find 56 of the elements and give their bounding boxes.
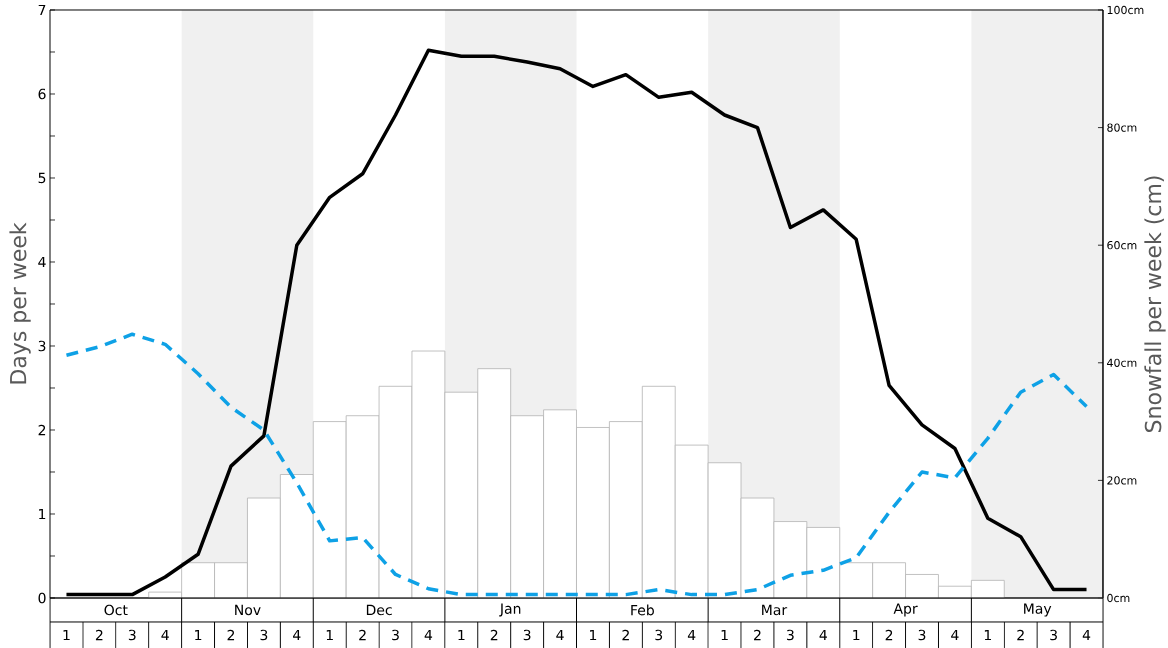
x-tick-label: 2 [95, 629, 103, 641]
x-tick-label: 1 [853, 629, 860, 641]
x-tick-label: 1 [195, 629, 202, 641]
x-tick-label: 3 [655, 629, 663, 641]
x-tick-label: 1 [590, 629, 597, 641]
x-tick-label: 2 [227, 629, 235, 641]
x-tick-label: 3 [786, 629, 794, 641]
text: Nov [235, 604, 261, 616]
y-axis-title: Days per week [9, 222, 31, 384]
x-tick-label: 1 [721, 629, 728, 641]
y2-tick-label: 40cm [1107, 358, 1137, 367]
x-tick-label: 4 [951, 629, 959, 641]
y-tick-label: 5 [38, 172, 46, 184]
y2-tick-label: 100cm [1107, 5, 1144, 15]
x-tick-label: 4 [424, 629, 433, 641]
x-tick-label: 3 [260, 629, 268, 641]
x-tick-label: 4 [687, 629, 696, 641]
x-tick-label: 2 [490, 629, 498, 641]
y-tick-label: 0 [38, 592, 46, 604]
y2-tick-label: 0cm [1107, 593, 1130, 603]
x-tick-label: 2 [754, 629, 761, 641]
y-tick-label: 2 [38, 424, 46, 436]
x-tick-label: 1 [458, 629, 465, 641]
x-tick-label: 4 [819, 629, 827, 641]
y2-tick-label: 60cm [1107, 241, 1137, 250]
x-tick-label: 2 [1017, 629, 1024, 641]
x-tick-label: 3 [128, 629, 136, 641]
x-tick-label: 3 [392, 629, 399, 641]
x-tick-label: 4 [1082, 629, 1091, 641]
y2-axis-title: Snowfall per week (cm) [1144, 176, 1166, 432]
x-tick-label: 1 [984, 629, 991, 641]
x-tick-label: 1 [63, 629, 70, 641]
x-tick-label: 3 [918, 629, 926, 641]
text: May [1024, 603, 1052, 617]
y-tick-label: 7 [38, 4, 46, 16]
text: Oct [104, 604, 128, 616]
x-tick-label: 4 [161, 629, 169, 641]
x-tick-label: 2 [359, 629, 366, 641]
text: Feb [631, 604, 654, 616]
x-tick-label: 3 [523, 629, 531, 641]
x-tick-label: 4 [293, 629, 301, 641]
text: Apr [893, 603, 918, 617]
y-tick-label: 4 [38, 256, 46, 268]
x-tick-label: 3 [1050, 629, 1057, 641]
x-tick-label: 4 [556, 629, 564, 641]
x-tick-label: 1 [326, 629, 333, 641]
y-tick-label: 1 [39, 508, 46, 520]
text: Mar [762, 604, 788, 616]
y2-tick-label: 80cm [1107, 123, 1137, 132]
text: Dec [366, 604, 392, 616]
text: Jan [499, 603, 521, 617]
y2-tick-label: 20cm [1107, 476, 1137, 485]
y-tick-label: 3 [38, 340, 46, 352]
y-tick-label: 6 [38, 88, 46, 100]
x-tick-label: 2 [622, 629, 629, 641]
x-tick-label: 2 [885, 629, 893, 641]
